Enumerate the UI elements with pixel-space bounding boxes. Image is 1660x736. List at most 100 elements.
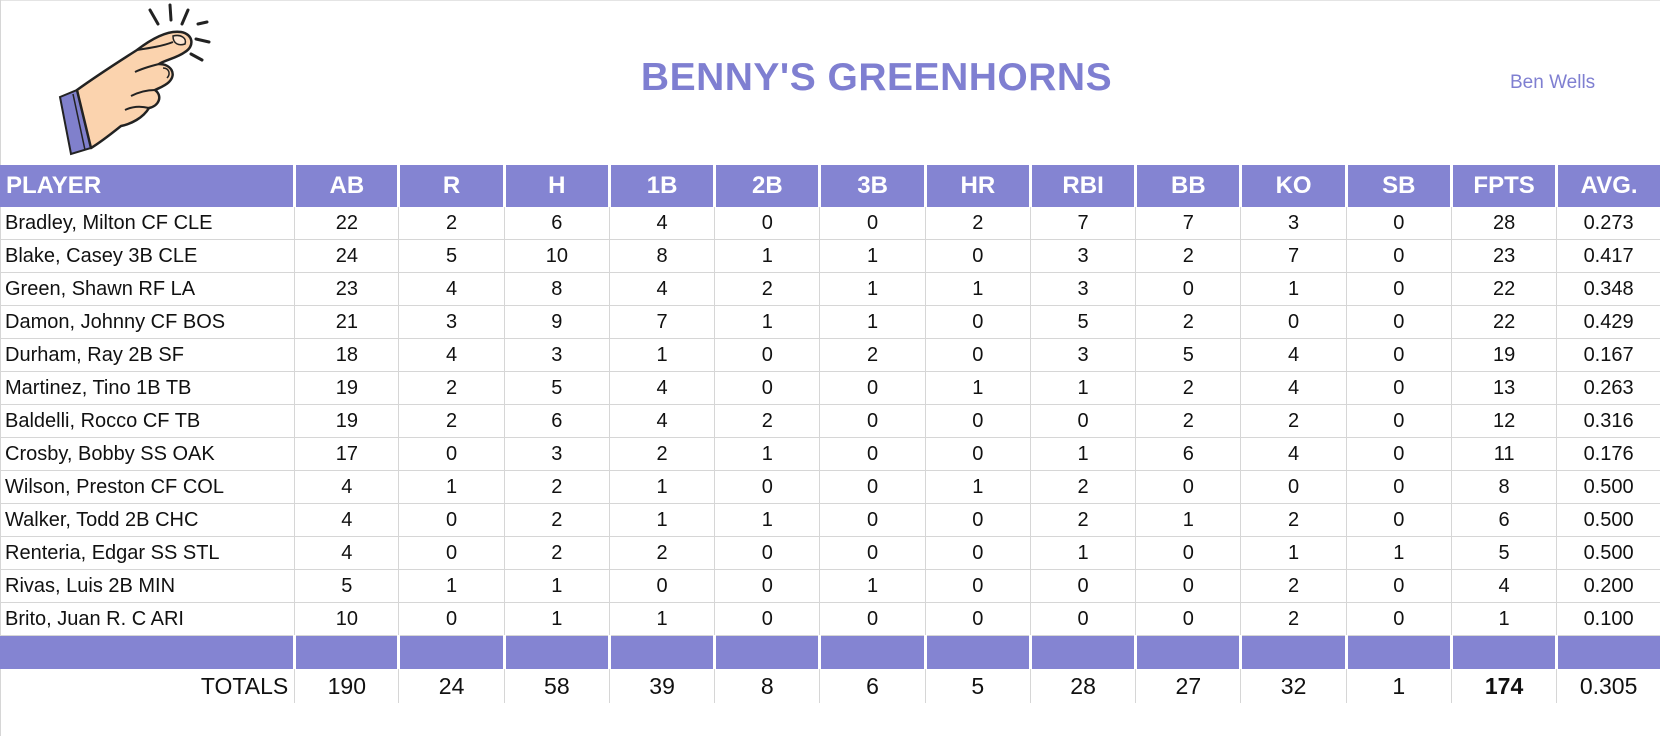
- total-avg: 0.305: [1579, 672, 1638, 699]
- stat-cell: 0: [925, 305, 1031, 339]
- total-fpts: 174: [1451, 669, 1558, 703]
- stats-table: PLAYER AB R H 1B 2B 3B HR RBI BB KO SB FPTS AVG. Brad…: [0, 165, 1660, 703]
- player-name-cell: Crosby, Bobby SS OAK: [0, 437, 296, 471]
- player-name-cell: Martinez, Tino 1B TB: [0, 371, 296, 405]
- stat-cell: 0: [819, 503, 926, 537]
- divider-cell: [504, 635, 611, 669]
- stat-cell: 0: [1135, 470, 1242, 504]
- divider-cell: [294, 635, 401, 669]
- stat-cell: 10: [294, 602, 400, 636]
- stat-cell: 7: [1030, 207, 1137, 240]
- totals-row: TOTALS 190 24 58 39 8 6 5 28 27 32 1 174 0.305: [0, 669, 1660, 703]
- stat-cell: 0: [925, 338, 1031, 372]
- stat-cell: 0: [925, 602, 1031, 636]
- player-name-cell: Baldelli, Rocco CF TB: [0, 404, 296, 438]
- stat-cell: 0: [398, 503, 505, 537]
- stat-cell: 0: [819, 536, 926, 570]
- table-row: Blake, Casey 3B CLE 24 5 10 8 1 1 0 3 2 7 0 23 0.417: [0, 239, 1660, 273]
- stat-cell: 5: [1451, 536, 1558, 570]
- divider-cell: [1030, 635, 1138, 669]
- stat-cell: 0.348: [1556, 272, 1660, 306]
- stat-cell: 12: [1451, 404, 1558, 438]
- column-header-bb: BB: [1135, 165, 1243, 207]
- total-r: 24: [398, 669, 505, 703]
- stat-cell: 3: [1030, 272, 1137, 306]
- totals-label: TOTALS: [0, 669, 296, 703]
- divider-cell: [714, 635, 822, 669]
- stat-cell: 13: [1451, 371, 1558, 405]
- stat-cell: 2: [609, 437, 716, 471]
- stat-cell: 2: [1135, 305, 1242, 339]
- stat-cell: 1: [1451, 602, 1558, 636]
- stat-cell: 18: [294, 338, 400, 372]
- stat-cell: 0: [925, 503, 1031, 537]
- stat-cell: 6: [1451, 503, 1558, 537]
- stat-cell: 2: [398, 371, 505, 405]
- sheet-top-border: [0, 0, 1660, 1]
- stat-cell: 0: [1030, 404, 1137, 438]
- stat-cell: 19: [294, 404, 400, 438]
- player-name-cell: Blake, Casey 3B CLE: [0, 239, 296, 273]
- column-header-2b: 2B: [714, 165, 822, 207]
- stat-cell: 1: [1030, 437, 1137, 471]
- total-sb: 1: [1346, 669, 1452, 703]
- stat-cell: 0: [714, 536, 821, 570]
- column-header-3b: 3B: [819, 165, 927, 207]
- stat-cell: 1: [819, 239, 926, 273]
- divider-cell: [1135, 635, 1243, 669]
- table-row: Damon, Johnny CF BOS 21 3 9 7 1 1 0 5 2 0 0 22 0.429: [0, 305, 1660, 339]
- player-name-cell: Walker, Todd 2B CHC: [0, 503, 296, 537]
- column-header-fpts: FPTS: [1451, 165, 1559, 207]
- stat-cell: 5: [398, 239, 505, 273]
- stat-cell: 5: [1135, 338, 1242, 372]
- stat-cell: 0.167: [1556, 338, 1660, 372]
- stat-cell: 4: [398, 272, 505, 306]
- divider-cell: [1240, 635, 1348, 669]
- stat-cell: 0: [925, 569, 1031, 603]
- stat-cell: 2: [1240, 569, 1347, 603]
- stat-cell: 4: [1240, 338, 1347, 372]
- divider-cell: [609, 635, 717, 669]
- stat-cell: 1: [1030, 371, 1137, 405]
- stat-cell: 0: [1346, 404, 1452, 438]
- stat-cell: 1: [609, 602, 716, 636]
- stat-cell: 0: [714, 338, 821, 372]
- stat-cell: 1: [609, 503, 716, 537]
- player-name-cell: Wilson, Preston CF COL: [0, 470, 296, 504]
- stat-cell: 0: [925, 437, 1031, 471]
- stat-cell: 0: [925, 536, 1031, 570]
- stat-cell: 2: [714, 272, 821, 306]
- table-row: Rivas, Luis 2B MIN 5 1 1 0 0 1 0 0 0 2 0 4 0.200: [0, 569, 1660, 603]
- stat-cell: 1: [1030, 536, 1137, 570]
- stat-cell: 1: [1240, 536, 1347, 570]
- column-header-sb: SB: [1346, 165, 1453, 207]
- column-header-avg: AVG.: [1556, 165, 1660, 207]
- stat-cell: 4: [1240, 371, 1347, 405]
- stat-cell: 10: [504, 239, 610, 273]
- stat-cell: 2: [1240, 404, 1347, 438]
- stat-cell: 0: [925, 239, 1031, 273]
- stat-cell: 0.500: [1556, 536, 1660, 570]
- divider-cell: [1346, 635, 1453, 669]
- stat-cell: 5: [504, 371, 610, 405]
- stat-cell: 2: [819, 338, 926, 372]
- stat-cell: 17: [294, 437, 400, 471]
- stat-cell: 0: [1346, 207, 1452, 240]
- stat-cell: 0: [1346, 470, 1452, 504]
- stat-cell: 1: [925, 272, 1031, 306]
- column-header-hr: HR: [925, 165, 1032, 207]
- stat-cell: 4: [294, 536, 400, 570]
- stat-cell: 0: [714, 207, 821, 240]
- stat-cell: 19: [1451, 338, 1558, 372]
- stat-cell: 22: [294, 207, 400, 240]
- stat-cell: 3: [1240, 207, 1347, 240]
- stat-cell: 3: [1030, 239, 1137, 273]
- stat-cell: 6: [504, 207, 610, 240]
- stat-cell: 4: [1451, 569, 1558, 603]
- stat-cell: 0: [819, 437, 926, 471]
- stat-cell: 2: [925, 207, 1031, 240]
- stat-cell: 0.176: [1556, 437, 1660, 471]
- stat-cell: 1: [398, 470, 505, 504]
- stat-cell: 1: [819, 305, 926, 339]
- player-name-cell: Durham, Ray 2B SF: [0, 338, 296, 372]
